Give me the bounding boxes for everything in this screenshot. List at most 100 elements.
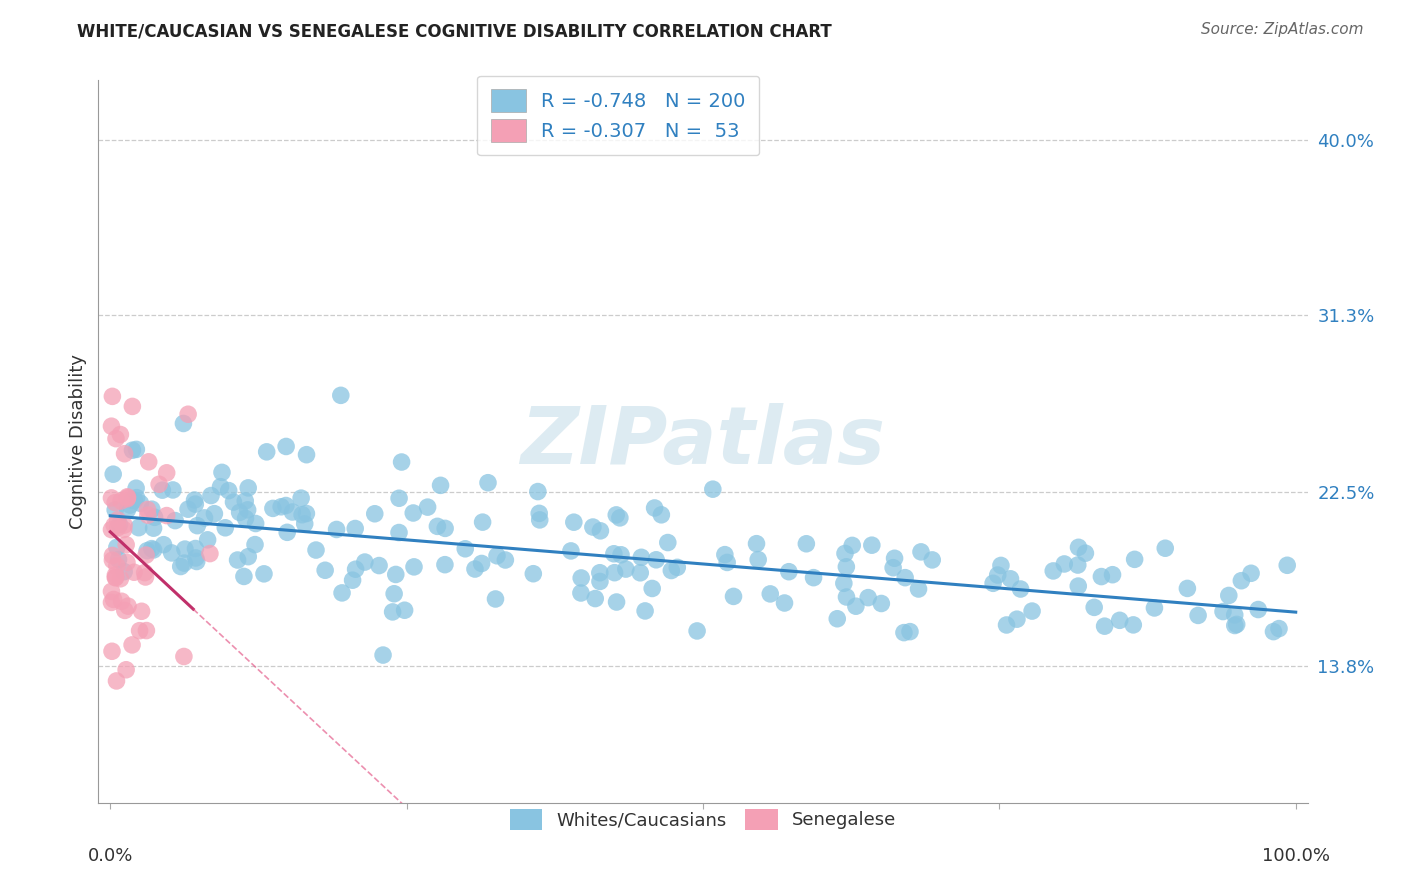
Point xyxy=(108,517,131,532)
Text: 0.0%: 0.0% xyxy=(87,847,134,865)
Point xyxy=(183,493,205,508)
Point xyxy=(173,556,195,570)
Point xyxy=(416,500,439,515)
Point xyxy=(569,586,592,600)
Point xyxy=(197,533,219,547)
Point xyxy=(1123,552,1146,566)
Point xyxy=(100,491,122,505)
Point xyxy=(107,552,129,566)
Point xyxy=(529,507,551,521)
Point xyxy=(141,541,163,556)
Point xyxy=(100,584,122,599)
Point xyxy=(650,508,672,522)
Point xyxy=(1010,582,1032,596)
Point xyxy=(1143,601,1166,615)
Point xyxy=(1090,569,1112,583)
Point xyxy=(344,562,367,576)
Point xyxy=(117,491,139,505)
Point xyxy=(117,491,139,506)
Point xyxy=(628,566,651,580)
Point xyxy=(136,502,159,516)
Point xyxy=(115,538,138,552)
Point xyxy=(883,551,905,566)
Point xyxy=(148,477,170,491)
Point xyxy=(603,547,626,561)
Point xyxy=(471,557,494,571)
Point xyxy=(110,572,132,586)
Point xyxy=(747,552,769,566)
Y-axis label: Cognitive Disability: Cognitive Disability xyxy=(69,354,87,529)
Point xyxy=(233,494,256,508)
Point xyxy=(1212,605,1234,619)
Point xyxy=(353,555,375,569)
Point xyxy=(104,503,127,517)
Point xyxy=(314,563,336,577)
Point xyxy=(659,564,682,578)
Point xyxy=(101,549,124,563)
Point xyxy=(134,570,156,584)
Point xyxy=(141,502,163,516)
Point xyxy=(894,571,917,585)
Point xyxy=(270,500,292,514)
Point xyxy=(589,566,612,580)
Point xyxy=(882,560,904,574)
Point xyxy=(745,537,768,551)
Point xyxy=(1005,612,1028,626)
Point xyxy=(177,502,200,516)
Point xyxy=(112,523,135,537)
Point xyxy=(110,494,132,508)
Point xyxy=(1177,582,1199,596)
Point xyxy=(107,520,129,534)
Point xyxy=(128,521,150,535)
Point xyxy=(645,553,668,567)
Point xyxy=(245,516,267,531)
Point xyxy=(714,548,737,562)
Point xyxy=(981,576,1004,591)
Point xyxy=(835,559,858,574)
Point xyxy=(987,568,1010,582)
Point xyxy=(101,389,124,403)
Point xyxy=(1101,567,1123,582)
Point xyxy=(125,481,148,495)
Point xyxy=(305,543,328,558)
Point xyxy=(477,475,499,490)
Point xyxy=(291,508,314,522)
Point xyxy=(1187,608,1209,623)
Point xyxy=(143,510,166,524)
Point xyxy=(131,604,153,618)
Point xyxy=(845,599,868,614)
Point xyxy=(103,467,125,482)
Point xyxy=(104,568,127,582)
Point xyxy=(702,482,724,496)
Point xyxy=(274,440,297,454)
Point xyxy=(156,466,179,480)
Point xyxy=(716,556,738,570)
Point xyxy=(104,432,127,446)
Point xyxy=(641,582,664,596)
Point xyxy=(129,496,152,510)
Point xyxy=(325,523,347,537)
Point xyxy=(1122,618,1144,632)
Point xyxy=(644,500,666,515)
Point xyxy=(173,649,195,664)
Point xyxy=(1067,558,1090,572)
Point xyxy=(152,538,174,552)
Point xyxy=(835,590,858,604)
Point xyxy=(105,541,128,555)
Point xyxy=(1240,566,1263,581)
Point xyxy=(1223,607,1246,622)
Point xyxy=(193,511,215,525)
Point xyxy=(142,542,165,557)
Point xyxy=(388,525,411,540)
Legend: Whites/Caucasians, Senegalese: Whites/Caucasians, Senegalese xyxy=(502,802,904,837)
Point xyxy=(274,499,297,513)
Point xyxy=(630,550,652,565)
Point xyxy=(104,495,127,509)
Point xyxy=(115,555,138,569)
Point xyxy=(471,515,494,529)
Point xyxy=(174,542,197,557)
Point xyxy=(773,596,796,610)
Text: ZIPatlas: ZIPatlas xyxy=(520,402,886,481)
Point xyxy=(1094,619,1116,633)
Point xyxy=(825,612,848,626)
